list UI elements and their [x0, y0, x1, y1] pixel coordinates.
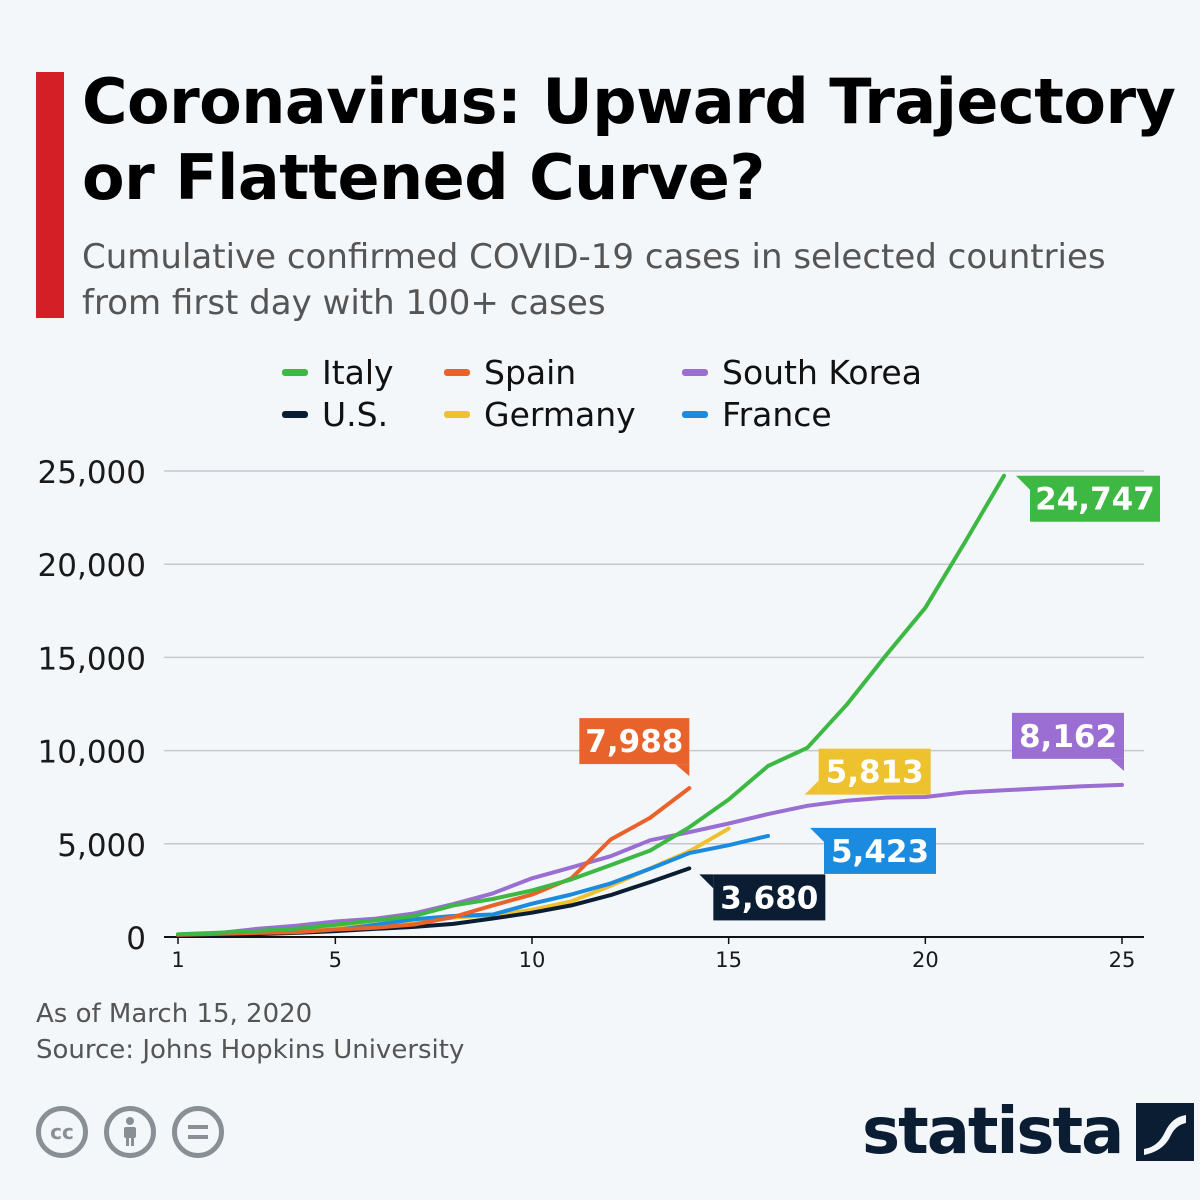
- end-label-germany: 5,813: [804, 748, 931, 795]
- svg-text:8,162: 8,162: [1019, 719, 1117, 755]
- y-tick-label: 25,000: [38, 455, 146, 491]
- legend-item-spain: Spain: [444, 352, 576, 392]
- legend-swatch-spain: [444, 368, 470, 376]
- y-tick-label: 15,000: [38, 641, 146, 677]
- legend-swatch-italy: [282, 368, 308, 376]
- attribution-icon[interactable]: [104, 1106, 156, 1158]
- no-derivatives-icon[interactable]: [172, 1106, 224, 1158]
- creative-commons-icon[interactable]: cc: [36, 1106, 88, 1158]
- svg-text:5,813: 5,813: [826, 755, 924, 791]
- legend-swatch-germany: [444, 410, 470, 418]
- x-tick-label: 20: [912, 948, 939, 972]
- svg-text:24,747: 24,747: [1035, 482, 1155, 518]
- svg-text:3,680: 3,680: [720, 880, 818, 916]
- end-label-spain: 7,988: [579, 718, 690, 777]
- x-tick-label: 25: [1109, 948, 1136, 972]
- accent-bar: [36, 72, 64, 318]
- statista-mark-icon: [1136, 1103, 1195, 1161]
- series-line-italy: [176, 473, 1006, 937]
- series-line-south-korea: [176, 782, 1124, 938]
- x-tick-label: 5: [329, 948, 342, 972]
- legend-label-south-korea: South Korea: [722, 352, 922, 392]
- end-label-south-korea: 8,162: [1012, 712, 1124, 771]
- legend-item-france: France: [682, 394, 832, 434]
- y-tick-label: 20,000: [38, 548, 146, 584]
- legend-label-germany: Germany: [484, 394, 636, 434]
- y-tick-label: 0: [126, 921, 146, 957]
- footer-notes: As of March 15, 2020 Source: Johns Hopki…: [36, 996, 464, 1068]
- legend-swatch-south-korea: [682, 368, 708, 376]
- legend-label-us: U.S.: [322, 394, 389, 434]
- legend-item-south-korea: South Korea: [682, 352, 922, 392]
- legend-label-italy: Italy: [322, 352, 394, 392]
- page-subtitle: Cumulative confirmed COVID-19 cases in s…: [82, 237, 1106, 323]
- svg-text:5,423: 5,423: [831, 834, 929, 870]
- as-of-date: As of March 15, 2020: [36, 999, 313, 1029]
- end-label-france: 5,423: [810, 827, 936, 874]
- license-icons: cc: [36, 1106, 224, 1158]
- svg-text:7,988: 7,988: [585, 724, 683, 760]
- legend-label-spain: Spain: [484, 352, 577, 392]
- end-label-italy: 24,747: [1016, 475, 1160, 522]
- statista-logo[interactable]: statista: [862, 1092, 1195, 1172]
- series-line-spain: [176, 786, 692, 937]
- legend-swatch-us: [282, 410, 308, 418]
- legend-item-germany: Germany: [444, 394, 636, 434]
- x-tick-label: 10: [519, 948, 546, 972]
- statista-logo-text: statista: [862, 1095, 1124, 1169]
- legend-item-italy: Italy: [282, 352, 394, 392]
- page-title: Coronavirus: Upward Trajectory or Flatte…: [82, 65, 1176, 214]
- source-note: Source: Johns Hopkins University: [36, 1035, 465, 1065]
- legend-item-us: U.S.: [282, 394, 388, 434]
- end-label-u-s: 3,680: [699, 874, 826, 921]
- y-tick-label: 10,000: [38, 735, 146, 771]
- series-line-u-s: [176, 866, 692, 938]
- x-tick-label: 15: [715, 948, 742, 972]
- legend-swatch-france: [682, 410, 708, 418]
- x-tick-label: 1: [171, 948, 184, 972]
- y-tick-label: 5,000: [57, 828, 146, 864]
- legend-label-france: France: [722, 394, 832, 434]
